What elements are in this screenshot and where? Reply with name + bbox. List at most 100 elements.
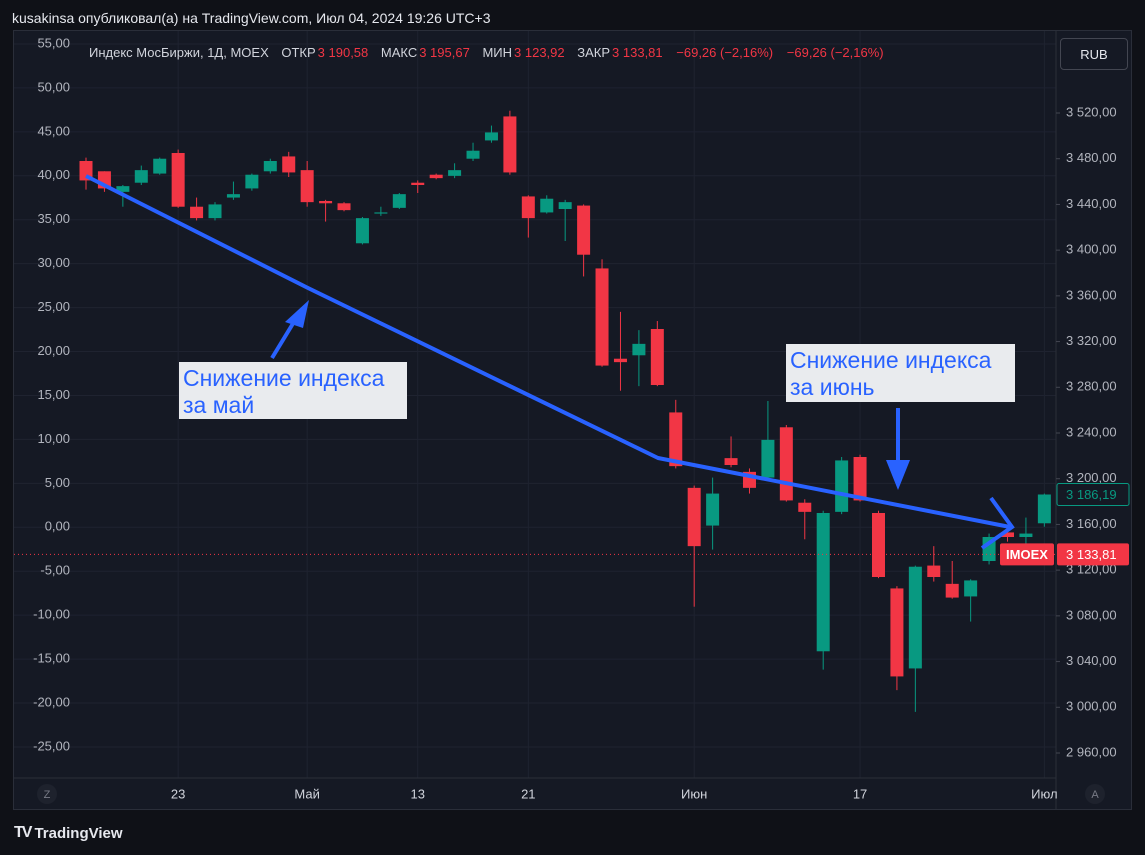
candle-body bbox=[669, 412, 683, 467]
candle-body bbox=[1001, 532, 1014, 537]
x-tick-label: 17 bbox=[853, 786, 867, 801]
y2-tick-label: 0,00 bbox=[45, 519, 70, 534]
y2-tick-label: 15,00 bbox=[37, 387, 70, 402]
x-tick-label: 21 bbox=[521, 786, 535, 801]
annotation-line: за май bbox=[183, 392, 255, 418]
candle-body bbox=[226, 194, 240, 198]
ohlc-label: ОТКР bbox=[281, 45, 316, 60]
y-tick-label: 3 360,00 bbox=[1066, 287, 1117, 302]
price-line-box bbox=[1057, 543, 1129, 566]
arrow-head bbox=[886, 460, 910, 490]
candle-body bbox=[964, 580, 978, 597]
arrow-head bbox=[980, 496, 1015, 550]
corner-button-label[interactable]: A bbox=[1091, 789, 1099, 801]
y-tick-label: 3 520,00 bbox=[1066, 104, 1117, 119]
ohlc-label: ЗАКР bbox=[577, 45, 611, 60]
annotation-box: Снижение индекса за июнь bbox=[786, 344, 1015, 402]
y-tick-label: 3 040,00 bbox=[1066, 653, 1117, 668]
trend-line bbox=[85, 174, 1011, 529]
y2-tick-label: -5,00 bbox=[40, 563, 70, 578]
candle-body bbox=[263, 161, 277, 172]
candle-body bbox=[429, 174, 443, 179]
y-tick-label: 3 000,00 bbox=[1066, 699, 1117, 714]
ohlc-value: 3 190,58 bbox=[317, 45, 369, 60]
candle-body bbox=[190, 206, 204, 219]
y-tick-label: 3 400,00 bbox=[1066, 242, 1117, 257]
candle-body bbox=[153, 158, 167, 174]
price-line-label: 3 133,81 bbox=[1066, 547, 1117, 562]
candle-body bbox=[1037, 494, 1051, 524]
x-tick-label: Июл bbox=[1031, 786, 1057, 801]
candle-body bbox=[319, 201, 333, 204]
candle-body bbox=[1019, 533, 1033, 537]
candle-body bbox=[687, 487, 701, 547]
last-price-box bbox=[1056, 482, 1130, 506]
y-tick-label: 3 320,00 bbox=[1066, 333, 1117, 348]
candle-body bbox=[134, 170, 148, 183]
candle-body bbox=[779, 427, 793, 501]
corner-button[interactable] bbox=[37, 784, 57, 804]
symbol-title: Индекс МосБиржи, 1Д, MOEX bbox=[89, 45, 269, 60]
ohlc-value: 3 195,67 bbox=[419, 45, 470, 60]
logo: TV TradingView bbox=[14, 824, 123, 842]
candle-body bbox=[245, 174, 259, 189]
candle-body bbox=[927, 565, 941, 577]
price-line-name: IMOEX bbox=[1006, 547, 1048, 562]
x-tick-label: Май bbox=[294, 786, 319, 801]
candle-body bbox=[448, 170, 462, 176]
candle-body bbox=[540, 198, 554, 213]
y2-tick-label: 5,00 bbox=[45, 475, 70, 490]
corner-button-label[interactable]: Z bbox=[44, 789, 51, 801]
ohlc-label: МАКС bbox=[380, 45, 418, 60]
currency-button[interactable]: RUB bbox=[1060, 38, 1128, 70]
y-tick-label: 3 440,00 bbox=[1066, 196, 1117, 211]
candle-body bbox=[466, 150, 480, 159]
ohlc-legend: Индекс МосБиржи, 1Д, MOEX ОТКР 3 190,58 М… bbox=[89, 45, 884, 60]
candle-body bbox=[706, 493, 720, 526]
candle-body bbox=[853, 457, 867, 501]
candle-body bbox=[300, 170, 314, 203]
candle-body bbox=[577, 205, 591, 255]
corner-button[interactable] bbox=[1085, 784, 1105, 804]
candle-body bbox=[208, 204, 222, 219]
y2-tick-label: 10,00 bbox=[37, 431, 70, 446]
y2-tick-label: 40,00 bbox=[37, 167, 70, 182]
y2-tick-label: 20,00 bbox=[37, 343, 70, 358]
ohlc-label: МИН bbox=[482, 45, 513, 60]
candle-body bbox=[798, 502, 812, 512]
change-percent: (−2,16%) bbox=[720, 45, 774, 60]
candle-body bbox=[890, 588, 904, 677]
candle-body bbox=[724, 458, 738, 465]
y-tick-label: 3 080,00 bbox=[1066, 607, 1117, 622]
y2-tick-label: 35,00 bbox=[37, 211, 70, 226]
y2-tick-label: -10,00 bbox=[33, 607, 70, 622]
y-tick-label: 2 960,00 bbox=[1066, 744, 1117, 759]
candle-body bbox=[392, 194, 406, 208]
candle-body bbox=[595, 268, 609, 366]
candle-body bbox=[558, 202, 572, 209]
candle-body bbox=[171, 153, 185, 207]
x-tick-label: 13 bbox=[411, 786, 425, 801]
candle-body bbox=[411, 182, 425, 185]
annotation-box: Снижение индекса за май bbox=[179, 362, 407, 419]
candle-body bbox=[835, 460, 849, 512]
y-tick-label: 3 480,00 bbox=[1066, 150, 1117, 165]
x-tick-label: 23 bbox=[171, 786, 185, 801]
arrow-head bbox=[285, 300, 309, 328]
candle-body bbox=[871, 513, 885, 577]
y2-tick-label: -25,00 bbox=[33, 738, 70, 753]
trend-drawing bbox=[85, 174, 1015, 550]
y2-tick-label: 55,00 bbox=[37, 35, 70, 50]
change-percent: (−2,16%) bbox=[830, 45, 884, 60]
candle-body bbox=[374, 212, 388, 214]
annotation-line: Снижение индекса bbox=[790, 347, 992, 373]
change-value: −69,26 bbox=[786, 45, 827, 60]
last-price-label: 3 186,19 bbox=[1066, 487, 1117, 502]
y2-tick-label: -15,00 bbox=[33, 651, 70, 666]
candle-body bbox=[282, 156, 296, 173]
candle-body bbox=[632, 343, 646, 356]
candle-body bbox=[355, 218, 369, 244]
y-tick-label: 3 200,00 bbox=[1066, 470, 1117, 485]
change-value: −69,26 bbox=[676, 45, 717, 60]
